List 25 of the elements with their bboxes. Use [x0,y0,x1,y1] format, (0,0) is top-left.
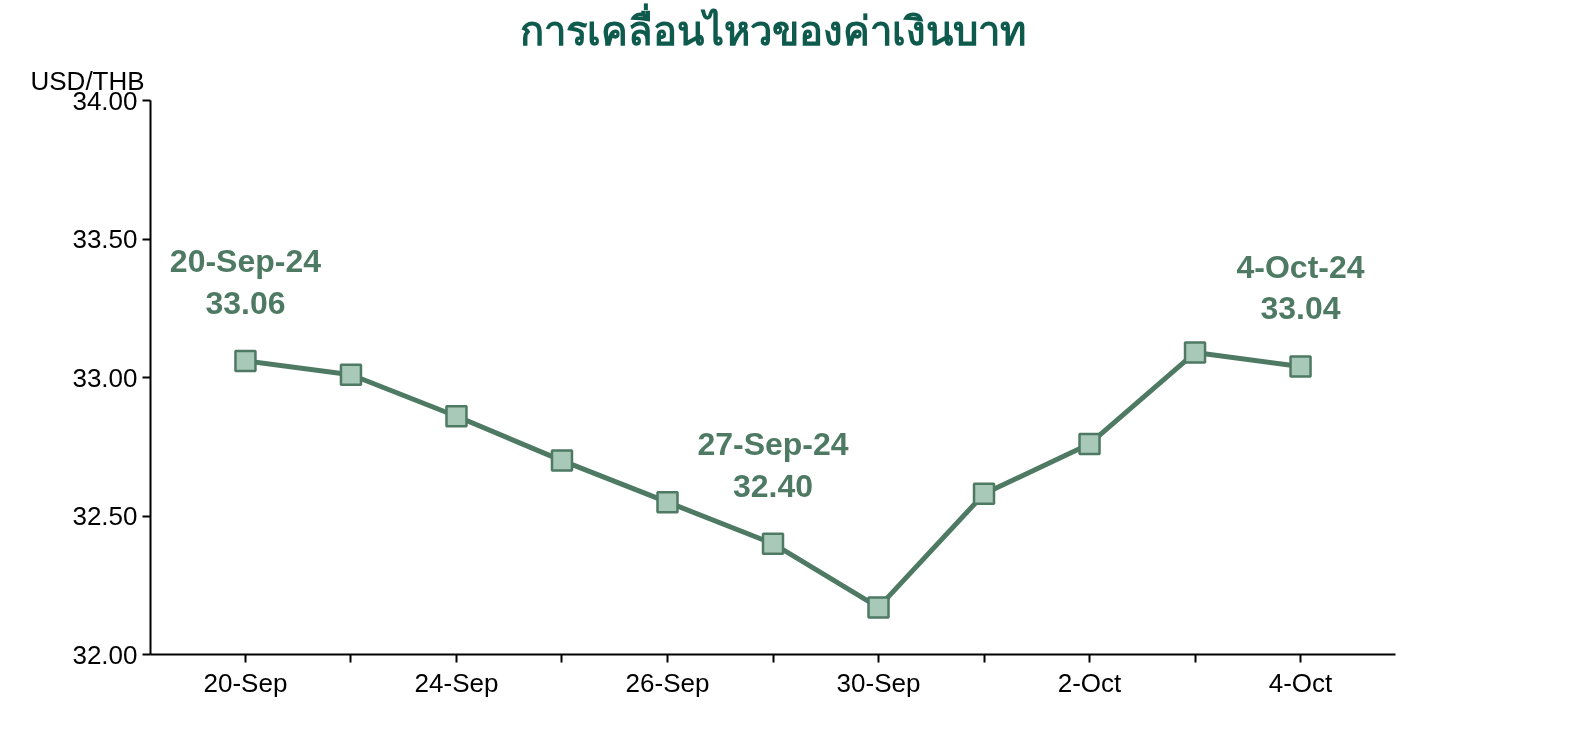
point [339,363,363,386]
x-tick-label: 24-Sep [414,667,499,698]
point [1289,355,1312,378]
point [234,349,257,373]
point [1183,341,1207,364]
point [972,482,996,506]
point [445,405,468,428]
annotation: 4-Oct-24 33.04 [1236,249,1365,327]
point [867,596,890,619]
y-tick-label: 33.00 [72,362,138,393]
point [1078,432,1101,456]
x-tick-label: 2-Oct [1057,667,1123,698]
point [656,490,679,514]
y-tick-label: 32.50 [72,501,138,531]
y-tick-label: 33.50 [72,224,138,254]
annotation: 20-Sep-24 33.06 [169,243,322,321]
chart-title: การเคลื่อนไหวของค่าเงินบาท [520,2,1026,54]
x-tick-label: 30-Sep [836,667,921,698]
x-tick-label: 20-Sep [203,667,288,698]
annotation: 27-Sep-24 32.40 [697,426,849,504]
point [550,449,574,472]
x-tick-label: 26-Sep [625,667,710,698]
y-tick-label: 32.00 [72,639,138,670]
point [761,532,785,555]
x-tick-label: 4-Oct [1268,667,1334,698]
